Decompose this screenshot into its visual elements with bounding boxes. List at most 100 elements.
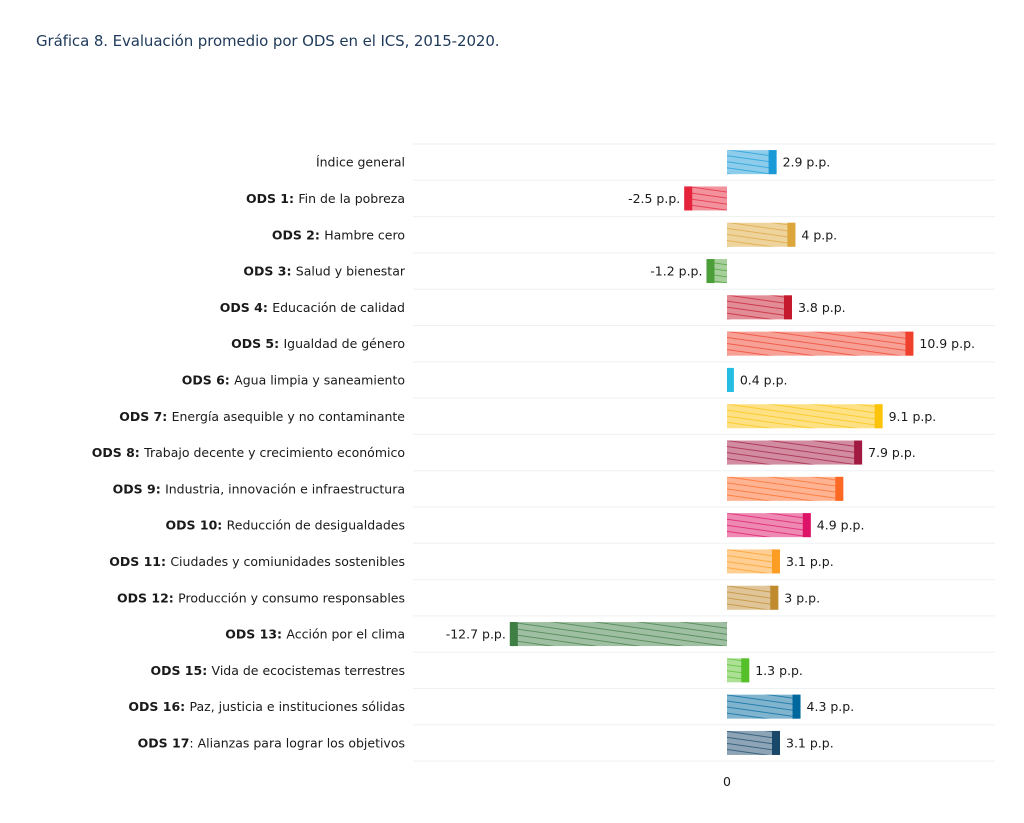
value-label: 3.1 p.p. [786,735,834,750]
bar [727,730,781,755]
bar-cap [772,730,781,755]
bar [509,622,727,647]
bar-cap [854,440,863,465]
bar [727,295,792,320]
bar-group [509,622,727,647]
bar [727,331,914,356]
bar [727,222,796,247]
category-label: ODS 3: Salud y bienestar [243,264,405,279]
category-prefix: ODS 9: [113,481,165,496]
category-name: Índice general [316,155,405,170]
value-label: 4.9 p.p. [817,518,865,533]
value-label: 10.9 p.p. [919,336,975,351]
bar-cap [768,150,777,175]
category-prefix: ODS 16: [128,699,189,714]
value-label: 3.1 p.p. [786,554,834,569]
bar [727,150,777,175]
bar-cap [792,694,801,719]
category-prefix: ODS 1: [246,191,298,206]
category-label: ODS 7: Energía asequible y no contaminan… [119,409,405,424]
category-name: Reducción de desigualdades [227,518,405,533]
category-labels: Índice general ODS 1: Fin de la pobreza OD… [92,155,406,751]
bar-cap [770,585,779,610]
bar-group [727,295,792,320]
bar-group [727,367,734,392]
value-label: 3.8 p.p. [798,300,846,315]
value-label: 4.3 p.p. [807,699,855,714]
bar [727,476,844,501]
category-name: Producción y consumo responsables [178,590,405,605]
category-prefix: ODS 2: [272,227,324,242]
category-label: ODS 5: Igualdad de género [231,336,405,351]
bar [727,585,779,610]
category-label: ODS 13: Acción por el clima [225,627,405,642]
category-name: Educación de calidad [272,300,405,315]
category-label: ODS 11: Ciudades y comiunidades sostenib… [109,554,405,569]
value-label: 4 p.p. [801,227,837,242]
category-prefix: ODS 8: [92,445,144,460]
value-label: 3 p.p. [784,590,820,605]
bar-group [727,549,781,574]
value-label: -12.7 p.p. [446,627,506,642]
bar-cap [874,404,883,429]
value-label: 0.4 p.p. [740,372,788,387]
bar-cap [727,367,734,392]
bar [727,440,863,465]
category-prefix: ODS 3: [243,264,295,279]
bar-cap [835,476,844,501]
category-prefix: ODS 6: [182,372,234,387]
bar-group [727,331,914,356]
category-label: ODS 15: Vida de ecocistemas terrestres [150,663,405,678]
bar-cap [783,295,792,320]
value-label: 9.1 p.p. [889,409,937,424]
bar-group [727,694,801,719]
bar [727,694,801,719]
category-name: Acción por el clima [286,627,405,642]
value-label: -1.2 p.p. [650,264,702,279]
category-name: Paz, justicia e instituciones sólidas [190,699,405,714]
category-name: Hambre cero [324,227,405,242]
category-label: Índice general [316,155,405,170]
category-label: ODS 4: Educación de calidad [220,300,405,315]
category-name: Igualdad de género [283,336,405,351]
bar-group [727,440,863,465]
bar-group [727,730,781,755]
category-prefix: ODS 17 [138,735,190,750]
bar-cap [684,186,693,211]
bar-group [706,259,727,284]
bars [509,150,914,755]
bar-group [727,404,883,429]
category-name: Industria, innovación e infraestructura [165,481,405,496]
category-label: ODS 9: Industria, innovación e infraestr… [113,481,405,496]
category-name: Vida de ecocistemas terrestres [212,663,405,678]
category-prefix: ODS 12: [117,590,178,605]
category-prefix: ODS 11: [109,554,170,569]
category-label: ODS 12: Producción y consumo responsable… [117,590,405,605]
category-name: Fin de la pobreza [298,191,405,206]
value-label: 2.9 p.p. [783,155,831,170]
category-label: ODS 6: Agua limpia y saneamiento [182,372,405,387]
bar-cap [905,331,914,356]
bar-cap [802,513,811,538]
category-prefix: ODS 15: [150,663,211,678]
category-name: Trabajo decente y crecimiento económico [143,445,405,460]
value-label: -2.5 p.p. [628,191,680,206]
value-labels: 2.9 p.p. -2.5 p.p. 4 p.p. -1.2 p.p. 3.8 p.p.… [446,155,975,751]
gridlines [413,143,995,762]
bar [727,549,781,574]
category-label: ODS 8: Trabajo decente y crecimiento eco… [92,445,405,460]
value-label: 1.3 p.p. [755,663,803,678]
bar-cap [787,222,796,247]
category-label: ODS 17: Alianzas para lograr los objetiv… [138,735,405,750]
bar [727,513,811,538]
x-tick-label: 0 [723,774,731,789]
bar-group [727,222,796,247]
category-name: : Alianzas para lograr los objetivos [189,735,405,750]
bar-group [727,513,811,538]
bar-cap [706,259,715,284]
category-label: ODS 2: Hambre cero [272,227,405,242]
bar-group [727,476,844,501]
bar-group [727,585,779,610]
category-prefix: ODS 10: [166,518,227,533]
chart-title: Gráfica 8. Evaluación promedio por ODS e… [36,32,500,50]
